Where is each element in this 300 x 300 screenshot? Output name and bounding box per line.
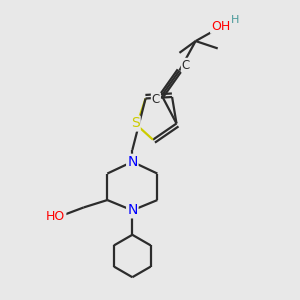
Text: C: C [152,93,160,106]
Text: OH: OH [211,20,230,33]
Text: N: N [127,155,137,169]
Text: HO: HO [46,210,65,223]
Text: C: C [182,59,190,72]
Text: H: H [231,15,240,25]
Text: N: N [127,203,137,218]
Text: S: S [131,116,140,130]
